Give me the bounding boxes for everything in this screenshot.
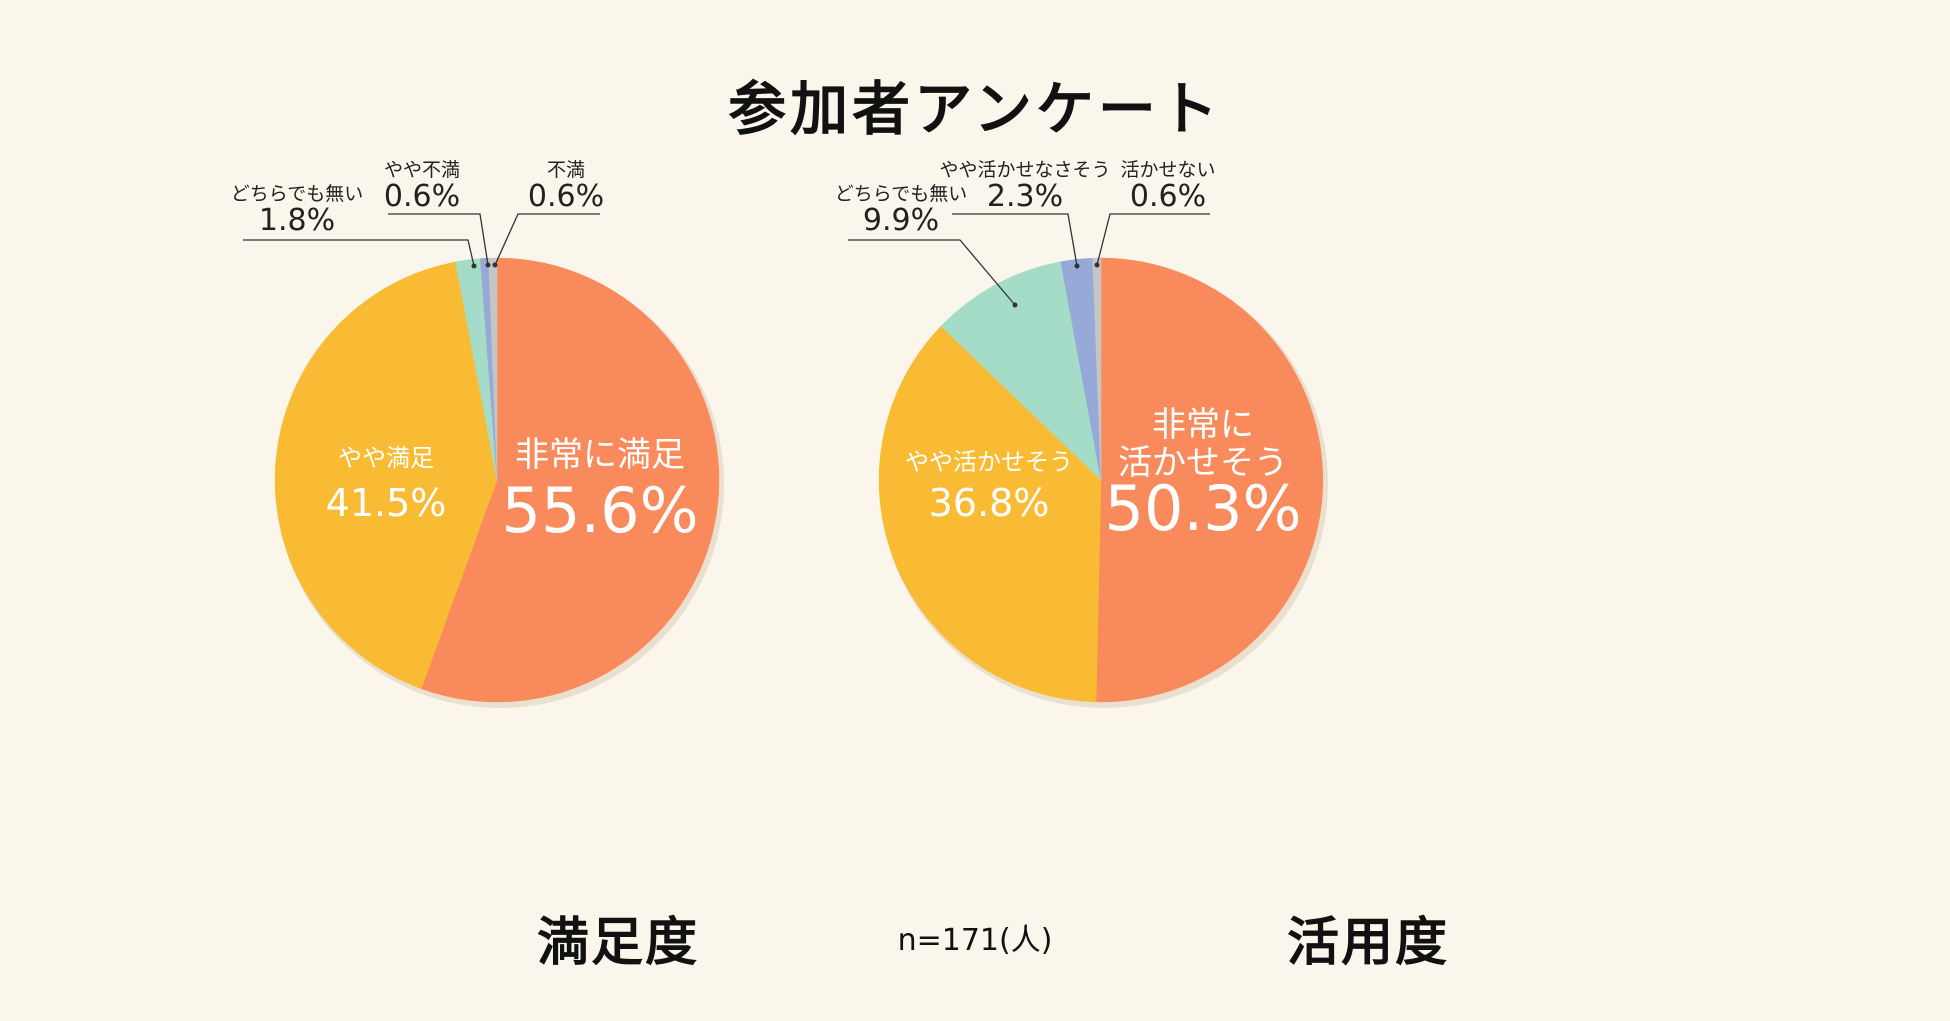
pie-slice-neutral (940, 261, 1102, 481)
slice-value-neutral: 9.9% (863, 203, 939, 238)
slice-value-somewhat-dissatisfied: 0.6% (384, 179, 460, 214)
slice-label-neutral: どちらでも無い (231, 183, 363, 205)
leader-line-dissatisfied (494, 213, 600, 266)
slice-value-dissatisfied: 0.6% (528, 179, 604, 214)
leader-line-somewhat-not-useful (952, 213, 1078, 267)
leader-dot-not-useful (1094, 262, 1100, 268)
pie-slice-very-useful (1095, 257, 1324, 703)
satisfaction-chart-title: 満足度 (536, 913, 699, 973)
pie-slice-somewhat-useful (878, 325, 1102, 703)
slice-label-somewhat-not-useful: やや活かせなさそう (939, 159, 1110, 181)
pie-slice-very-satisfied (420, 257, 720, 703)
slice-label-somewhat-satisfied: やや満足 (338, 444, 434, 472)
slice-label-somewhat-useful: やや活かせそう (905, 448, 1073, 476)
slice-label-not-useful: 活かせない (1120, 159, 1215, 181)
slice-value-somewhat-not-useful: 2.3% (987, 179, 1063, 214)
usefulness-chart-title: 活用度 (1286, 913, 1449, 973)
leader-dot-somewhat-dissatisfied (485, 262, 491, 268)
leader-dot-dissatisfied (492, 262, 498, 268)
slice-value-neutral: 1.8% (259, 203, 335, 238)
satisfaction-pie: 非常に満足55.6%やや満足41.5%どちらでも無い1.8%やや不満0.6%不満… (231, 159, 724, 708)
slice-value-very-satisfied: 55.6% (502, 474, 699, 547)
leader-line-neutral (848, 239, 1016, 306)
leader-line-not-useful (1096, 213, 1210, 266)
slice-label-very-satisfied: 非常に満足 (515, 435, 685, 475)
slice-value-very-useful: 50.3% (1105, 472, 1302, 545)
pie-slice-not-useful (1092, 257, 1102, 481)
pie-slice-dissatisfied (488, 257, 498, 481)
leader-dot-neutral (1012, 302, 1018, 308)
slice-label-dissatisfied: 不満 (547, 159, 585, 181)
slice-label-neutral: どちらでも無い (835, 183, 967, 205)
slice-value-somewhat-satisfied: 41.5% (326, 481, 447, 525)
leader-dot-somewhat-not-useful (1074, 263, 1080, 269)
page-title: 参加者アンケート (728, 75, 1222, 143)
pie-slice-somewhat-satisfied (274, 261, 498, 689)
leader-line-neutral (243, 239, 475, 267)
leader-dot-neutral (471, 263, 477, 269)
slice-value-not-useful: 0.6% (1130, 179, 1206, 214)
slice-value-somewhat-useful: 36.8% (929, 481, 1050, 525)
slice-label-somewhat-dissatisfied: やや不満 (384, 159, 460, 181)
slice-label-very-useful: 非常に活かせそう (1118, 405, 1288, 483)
sample-size-label: n=171(人) (897, 923, 1053, 958)
leader-line-somewhat-dissatisfied (388, 213, 489, 266)
